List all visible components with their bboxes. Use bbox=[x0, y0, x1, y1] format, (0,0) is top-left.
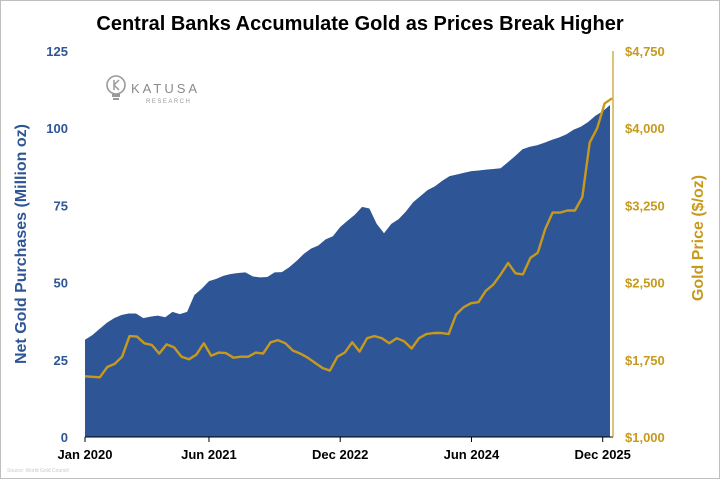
source-note: Source: World Gold Council bbox=[7, 468, 69, 474]
y-axis-label-left: Net Gold Purchases (Million oz) bbox=[13, 124, 30, 364]
left-tick-label: 125 bbox=[46, 44, 68, 59]
chart-title: Central Banks Accumulate Gold as Prices … bbox=[96, 13, 623, 35]
left-tick-label: 25 bbox=[54, 353, 68, 368]
right-axis-ticks: $1,000 $1,750 $2,500 $3,250 $4,000 $4,750 bbox=[625, 44, 665, 445]
gold-price-line bbox=[84, 97, 613, 379]
right-tick-label: $4,000 bbox=[625, 121, 665, 136]
x-tick-label: Dec 2025 bbox=[575, 447, 631, 462]
right-tick-label: $1,750 bbox=[625, 353, 665, 368]
left-tick-label: 0 bbox=[61, 430, 68, 445]
logo-name: KATUSA bbox=[131, 81, 200, 96]
logo: KATUSA RESEARCH bbox=[106, 75, 200, 105]
x-tick-label: Jan 2020 bbox=[58, 447, 113, 462]
lightbulb-k-icon bbox=[106, 75, 126, 100]
right-tick-label: $4,750 bbox=[625, 44, 665, 59]
left-tick-label: 100 bbox=[46, 121, 68, 136]
left-axis-ticks: 0 25 50 75 100 125 bbox=[46, 44, 68, 445]
logo-sub: RESEARCH bbox=[146, 99, 191, 105]
purchases-area bbox=[85, 105, 610, 437]
x-tick-label: Jun 2024 bbox=[444, 447, 500, 462]
y-axis-label-right: Gold Price ($/oz) bbox=[690, 175, 707, 301]
right-tick-label: $2,500 bbox=[625, 276, 665, 291]
right-tick-label: $3,250 bbox=[625, 198, 665, 213]
right-tick-label: $1,000 bbox=[625, 430, 665, 445]
x-tick-label: Jun 2021 bbox=[181, 447, 237, 462]
left-tick-label: 75 bbox=[54, 198, 68, 213]
left-tick-label: 50 bbox=[54, 276, 68, 291]
x-axis-ticks: Jan 2020 Jun 2021 Dec 2022 Jun 2024 Dec 2025 bbox=[58, 437, 631, 462]
x-tick-label: Dec 2022 bbox=[312, 447, 368, 462]
